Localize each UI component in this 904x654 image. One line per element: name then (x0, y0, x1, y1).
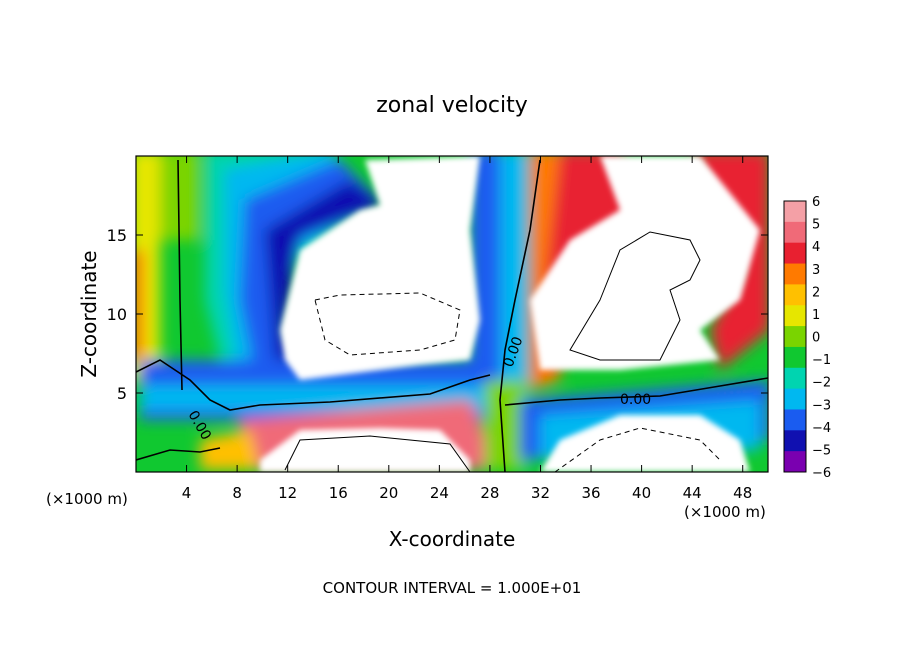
x-axis: 4 8 12 16 20 24 28 32 36 40 44 48 (182, 156, 752, 502)
colorbar-swatch (784, 367, 806, 390)
colorbar-label: 3 (812, 263, 820, 278)
heatmap-field (136, 156, 768, 472)
x-tick-label: 36 (581, 484, 600, 502)
colorbar-label: 5 (812, 218, 820, 233)
colorbar-swatch (784, 284, 806, 306)
colorbar-swatch (784, 201, 806, 223)
colorbar-label: 0 (812, 331, 820, 346)
colorbar-label: −1 (812, 353, 831, 368)
colorbar-label: 4 (812, 240, 820, 255)
colorbar-label: −2 (812, 376, 831, 391)
contour-interval-note: CONTOUR INTERVAL = 1.000E+01 (323, 579, 582, 597)
x-tick-label: 12 (278, 484, 297, 502)
x-tick-label: 32 (531, 484, 550, 502)
colorbar-swatch (784, 430, 806, 452)
x-tick-label: 28 (480, 484, 499, 502)
colorbar-swatch (784, 305, 806, 327)
x-tick-label: 4 (182, 484, 192, 502)
colorbar-swatch (784, 326, 806, 348)
x-tick-label: 8 (232, 484, 242, 502)
x-tick-label: 24 (430, 484, 449, 502)
colorbar-swatch (784, 346, 806, 369)
colorbar-label: −5 (812, 443, 831, 458)
colorbar-label: 6 (812, 195, 820, 210)
y-tick-label: 10 (107, 305, 127, 324)
x-unit-left: (×1000 m) (46, 490, 128, 508)
colorbar-swatch (784, 263, 806, 285)
colorbar-label: −3 (812, 398, 831, 413)
x-tick-label: 40 (632, 484, 651, 502)
colorbar-label: −4 (812, 421, 831, 436)
colorbar-swatch (784, 388, 806, 410)
contour-label-right: 0.00 (620, 392, 651, 408)
x-tick-label: 44 (683, 484, 702, 502)
colorbar-swatch (784, 221, 806, 244)
colorbar-label: −6 (812, 466, 831, 481)
x-tick-label: 20 (379, 484, 398, 502)
colorbar-swatch (784, 242, 806, 265)
colorbar-label: 2 (812, 285, 820, 300)
y-tick-label: 5 (117, 384, 127, 403)
x-tick-label: 16 (329, 484, 348, 502)
contour-lines (136, 159, 768, 472)
colorbar-swatch (784, 409, 806, 431)
x-axis-title: X-coordinate (389, 527, 516, 551)
x-tick-label: 48 (733, 484, 752, 502)
colorbar-frame (783, 200, 807, 473)
colorbar: 6 5 4 3 2 1 0 −1 −2 −3 −4 −5 −6 (783, 195, 831, 481)
y-tick-label: 15 (107, 226, 127, 245)
x-unit-right: (×1000 m) (684, 503, 766, 521)
colorbar-label: 1 (812, 308, 820, 323)
y-axis: 5 10 15 (107, 226, 768, 403)
colorbar-swatch (784, 451, 806, 473)
chart-title: zonal velocity (376, 93, 528, 118)
y-axis-title: Z-coordinate (77, 250, 101, 377)
